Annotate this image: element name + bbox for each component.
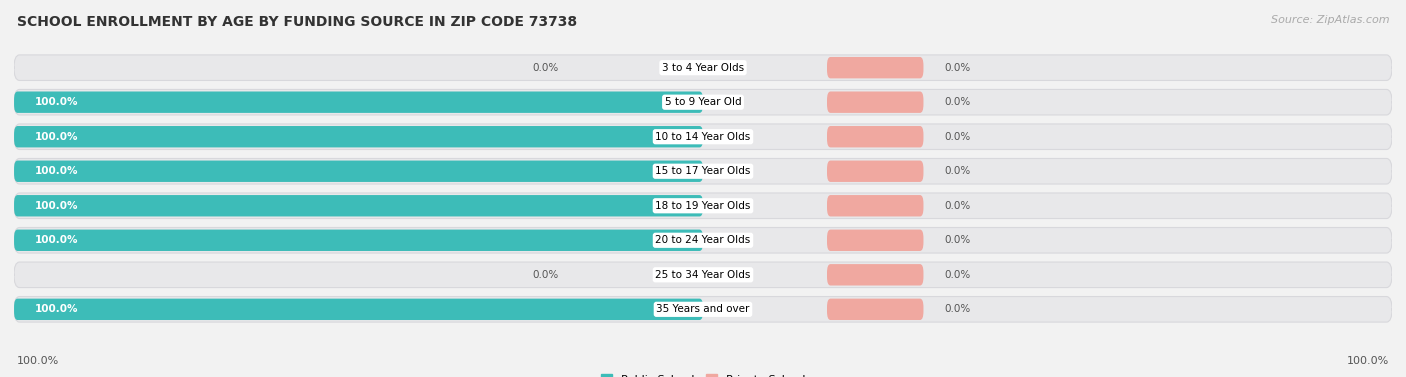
Text: 0.0%: 0.0% — [945, 63, 970, 73]
FancyBboxPatch shape — [14, 158, 1392, 184]
Text: 0.0%: 0.0% — [531, 270, 558, 280]
FancyBboxPatch shape — [14, 126, 703, 147]
Text: 100.0%: 100.0% — [17, 356, 59, 366]
FancyBboxPatch shape — [14, 195, 703, 216]
Text: 10 to 14 Year Olds: 10 to 14 Year Olds — [655, 132, 751, 142]
FancyBboxPatch shape — [14, 299, 703, 320]
Text: 0.0%: 0.0% — [531, 63, 558, 73]
Text: 100.0%: 100.0% — [1347, 356, 1389, 366]
Text: 0.0%: 0.0% — [945, 304, 970, 314]
Text: 100.0%: 100.0% — [35, 201, 79, 211]
FancyBboxPatch shape — [827, 57, 924, 78]
Text: 0.0%: 0.0% — [945, 270, 970, 280]
FancyBboxPatch shape — [827, 92, 924, 113]
FancyBboxPatch shape — [14, 193, 1392, 219]
Text: 0.0%: 0.0% — [945, 201, 970, 211]
Text: 100.0%: 100.0% — [35, 304, 79, 314]
Text: 20 to 24 Year Olds: 20 to 24 Year Olds — [655, 235, 751, 245]
Text: 15 to 17 Year Olds: 15 to 17 Year Olds — [655, 166, 751, 176]
FancyBboxPatch shape — [827, 264, 924, 285]
Text: 0.0%: 0.0% — [945, 235, 970, 245]
FancyBboxPatch shape — [827, 230, 924, 251]
Text: SCHOOL ENROLLMENT BY AGE BY FUNDING SOURCE IN ZIP CODE 73738: SCHOOL ENROLLMENT BY AGE BY FUNDING SOUR… — [17, 15, 576, 29]
Text: 0.0%: 0.0% — [945, 166, 970, 176]
FancyBboxPatch shape — [14, 227, 1392, 253]
Text: 18 to 19 Year Olds: 18 to 19 Year Olds — [655, 201, 751, 211]
FancyBboxPatch shape — [14, 124, 1392, 150]
Text: 35 Years and over: 35 Years and over — [657, 304, 749, 314]
FancyBboxPatch shape — [14, 92, 703, 113]
Text: 0.0%: 0.0% — [945, 132, 970, 142]
FancyBboxPatch shape — [14, 89, 1392, 115]
FancyBboxPatch shape — [14, 262, 1392, 288]
Text: 25 to 34 Year Olds: 25 to 34 Year Olds — [655, 270, 751, 280]
Text: 3 to 4 Year Olds: 3 to 4 Year Olds — [662, 63, 744, 73]
Text: 5 to 9 Year Old: 5 to 9 Year Old — [665, 97, 741, 107]
FancyBboxPatch shape — [827, 161, 924, 182]
Text: 100.0%: 100.0% — [35, 166, 79, 176]
FancyBboxPatch shape — [14, 230, 703, 251]
Text: Source: ZipAtlas.com: Source: ZipAtlas.com — [1271, 15, 1389, 25]
Legend: Public School, Private School: Public School, Private School — [596, 370, 810, 377]
Text: 0.0%: 0.0% — [945, 97, 970, 107]
FancyBboxPatch shape — [827, 126, 924, 147]
Text: 100.0%: 100.0% — [35, 132, 79, 142]
FancyBboxPatch shape — [14, 161, 703, 182]
Text: 100.0%: 100.0% — [35, 235, 79, 245]
FancyBboxPatch shape — [14, 55, 1392, 80]
FancyBboxPatch shape — [14, 297, 1392, 322]
FancyBboxPatch shape — [827, 299, 924, 320]
FancyBboxPatch shape — [827, 195, 924, 216]
Text: 100.0%: 100.0% — [35, 97, 79, 107]
